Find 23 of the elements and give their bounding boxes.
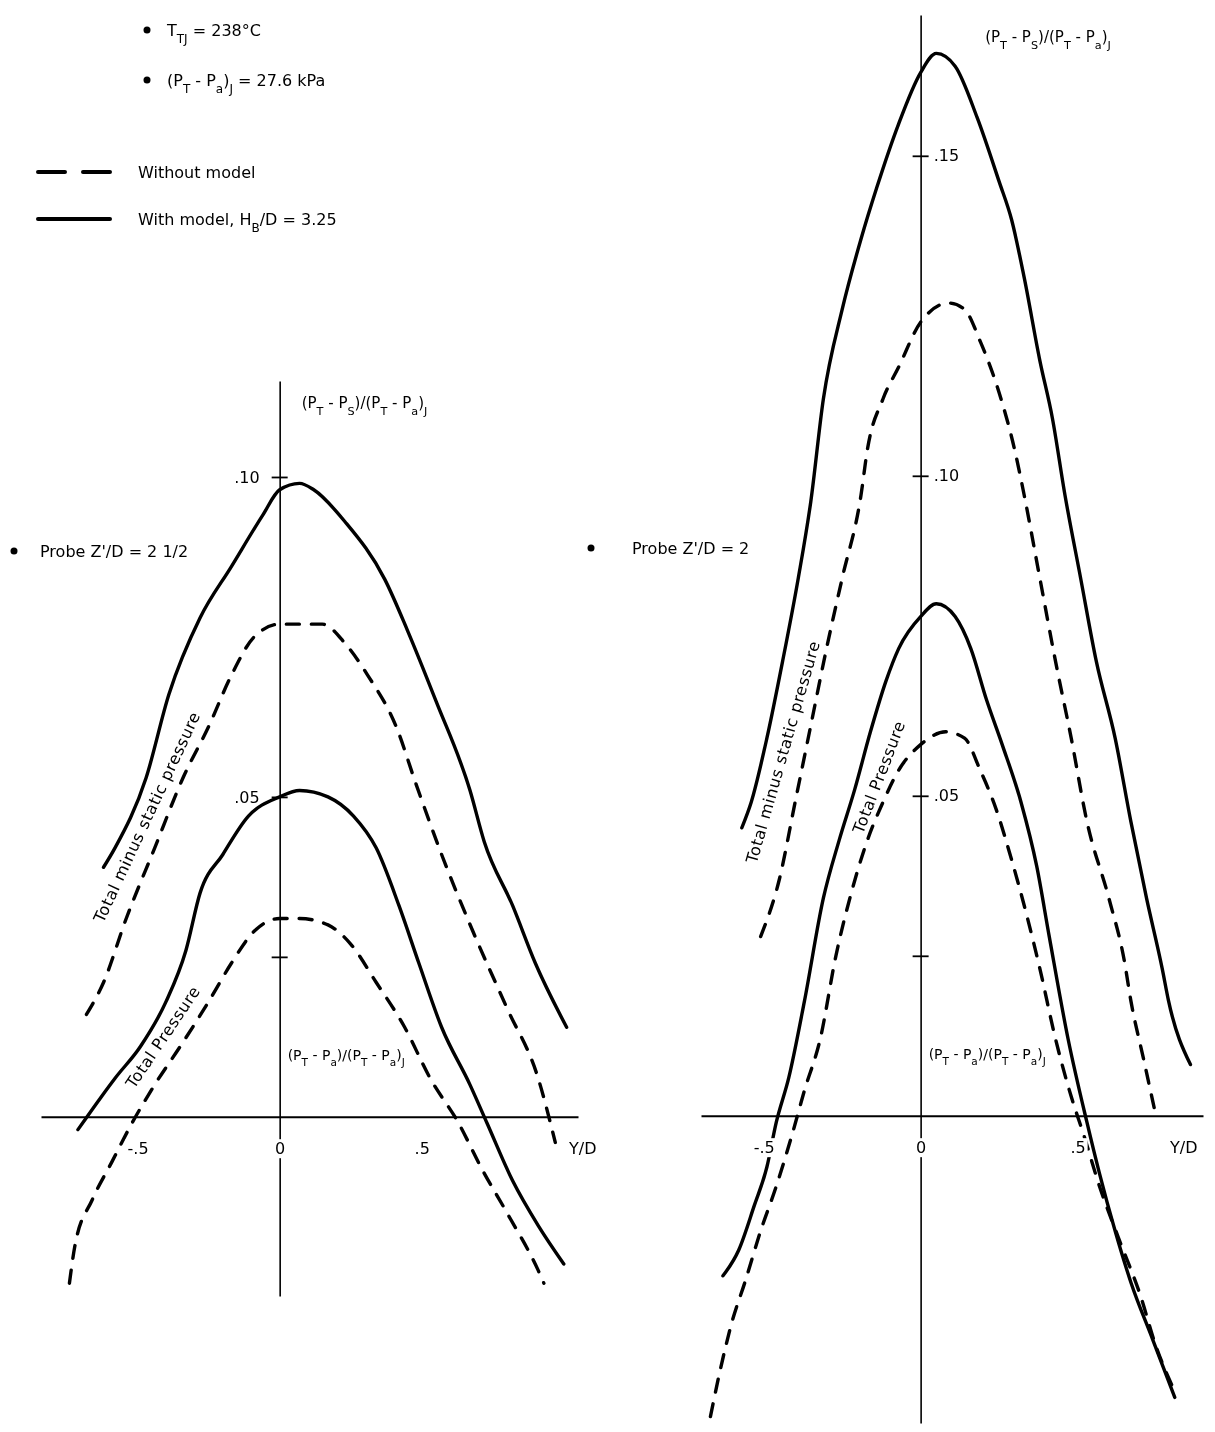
x-tick-label: -.5 [753,1138,775,1158]
text: (P$_{T}$ - P$_{S}$)/(P$_{T}$ - P$_{a}$)$_{J}$ [985,28,1111,52]
annotation: Probe Z'/D = 2 [632,538,750,558]
y-tick-label: .15 [933,146,960,166]
text: T$_{TJ}$ = 238°C [166,20,261,46]
x-tick-label: -.5 [127,1139,149,1159]
legend-label: With model, H$_{B}$/D = 3.25 [138,209,337,235]
y-tick-label: .05 [933,786,960,806]
y-tick-label: .10 [234,467,260,487]
y-tick-label: .05 [234,787,260,807]
text: (P$_{T}$ - P$_{S}$)/(P$_{T}$ - P$_{a}$)$_{J}$ [301,394,428,418]
x-axis-title: Y/D [568,1139,597,1159]
y-tick-label: .10 [933,466,960,486]
annotation: Probe Z'/D = 2 1/2 [40,541,189,561]
x-tick-label: .5 [1070,1138,1086,1158]
text: (P$_{T}$ - P$_{a}$)/(P$_{T}$ - P$_{a}$)$_{J}$ [928,1045,1046,1067]
text: (P$_{T}$ - P$_{a}$)$_{J}$ = 27.6 kPa [167,70,326,96]
x-tick-label: 0 [916,1138,927,1158]
x-tick-label: .5 [414,1139,430,1159]
legend-label: Without model [138,162,256,182]
text: (P$_{T}$ - P$_{a}$)/(P$_{T}$ - P$_{a}$)$_{J}$ [287,1046,405,1068]
x-axis-title: Y/D [1169,1138,1198,1158]
x-tick-label: 0 [275,1139,286,1159]
